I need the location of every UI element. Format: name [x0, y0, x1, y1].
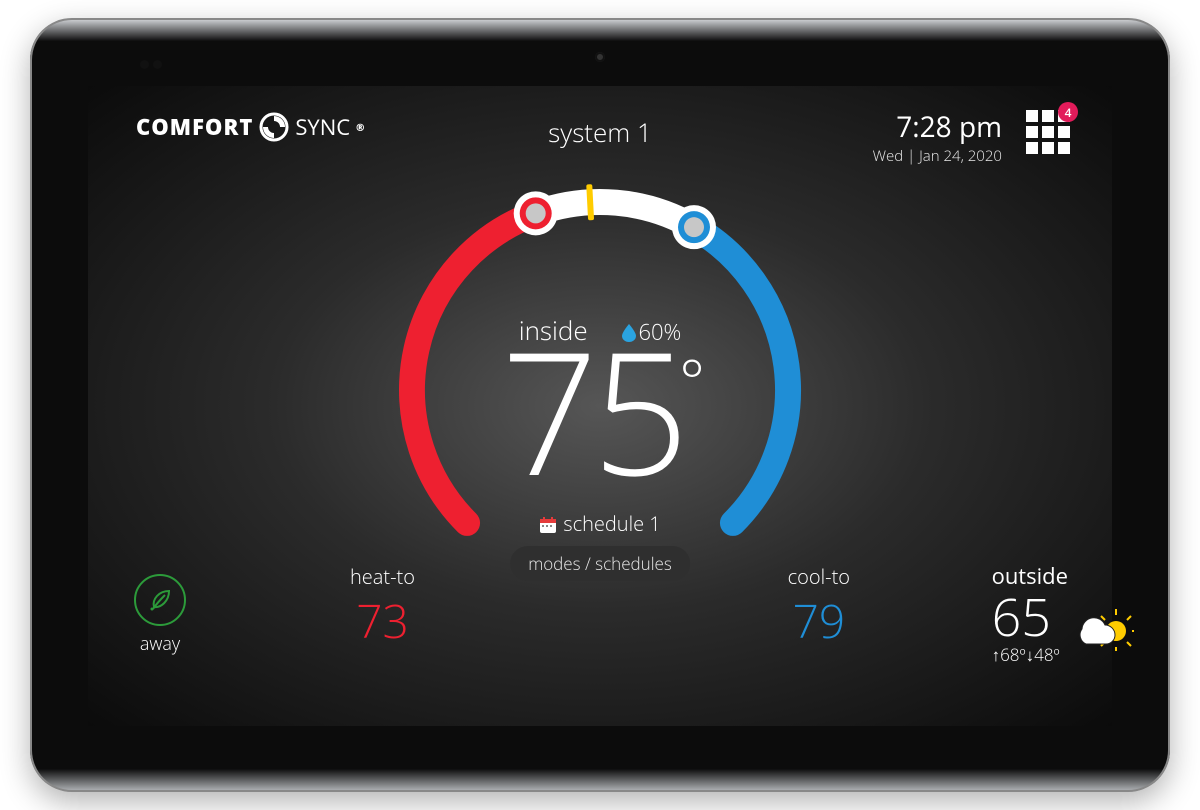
- cool-to-label: cool-to: [788, 563, 850, 590]
- clock-block: 7:28 pm Wed | Jan 24, 2020: [873, 108, 1002, 166]
- schedule-name: schedule 1: [563, 510, 660, 537]
- cool-to-block[interactable]: cool-to 79: [788, 563, 850, 652]
- system-name[interactable]: system 1: [548, 114, 652, 150]
- brand-word-2: SYNC: [295, 112, 350, 142]
- camera-dot: [595, 52, 605, 62]
- top-bar: COMFORT SYNC ® system 1 7:28 pm Wed | Ja…: [88, 108, 1112, 168]
- screen: COMFORT SYNC ® system 1 7:28 pm Wed | Ja…: [88, 86, 1112, 726]
- sync-swirl-icon: [259, 112, 289, 142]
- away-block: away: [134, 574, 186, 656]
- date-text: Wed | Jan 24, 2020: [873, 146, 1002, 166]
- schedule-row[interactable]: schedule 1: [390, 510, 810, 537]
- time-text: 7:28 pm: [873, 108, 1002, 146]
- away-button[interactable]: [134, 574, 186, 626]
- calendar-icon: [539, 516, 557, 534]
- outside-block[interactable]: outside 65 ↑68º↓48º: [992, 561, 1068, 666]
- tablet-bezel: COMFORT SYNC ® system 1 7:28 pm Wed | Ja…: [30, 18, 1170, 792]
- heat-to-label: heat-to: [350, 563, 415, 590]
- leaf-icon: [147, 587, 173, 613]
- notification-badge[interactable]: 4: [1058, 102, 1078, 122]
- outside-temp: 65: [992, 591, 1068, 643]
- modes-schedules-button[interactable]: modes / schedules: [510, 546, 690, 581]
- outside-hilo: ↑68º↓48º: [992, 643, 1068, 666]
- speaker-dots: [140, 52, 166, 62]
- outside-low: 48º: [1034, 643, 1060, 666]
- cool-to-value: 79: [788, 590, 850, 652]
- brand-logo: COMFORT SYNC ®: [136, 112, 365, 142]
- trademark: ®: [356, 120, 365, 134]
- heat-to-block[interactable]: heat-to 73: [350, 563, 415, 652]
- inside-temp: 75°: [390, 324, 810, 494]
- heat-to-value: 73: [350, 590, 415, 652]
- weather-partly-cloudy-icon: [1070, 595, 1134, 651]
- outside-high: 68º: [1000, 643, 1026, 666]
- inside-temp-value: 75: [501, 293, 683, 525]
- degree-symbol: °: [679, 339, 699, 421]
- temperature-dial[interactable]: inside 60% 75° schedule 1 modes / schedu…: [390, 180, 810, 600]
- brand-word-1: COMFORT: [136, 112, 253, 142]
- away-label: away: [134, 632, 186, 656]
